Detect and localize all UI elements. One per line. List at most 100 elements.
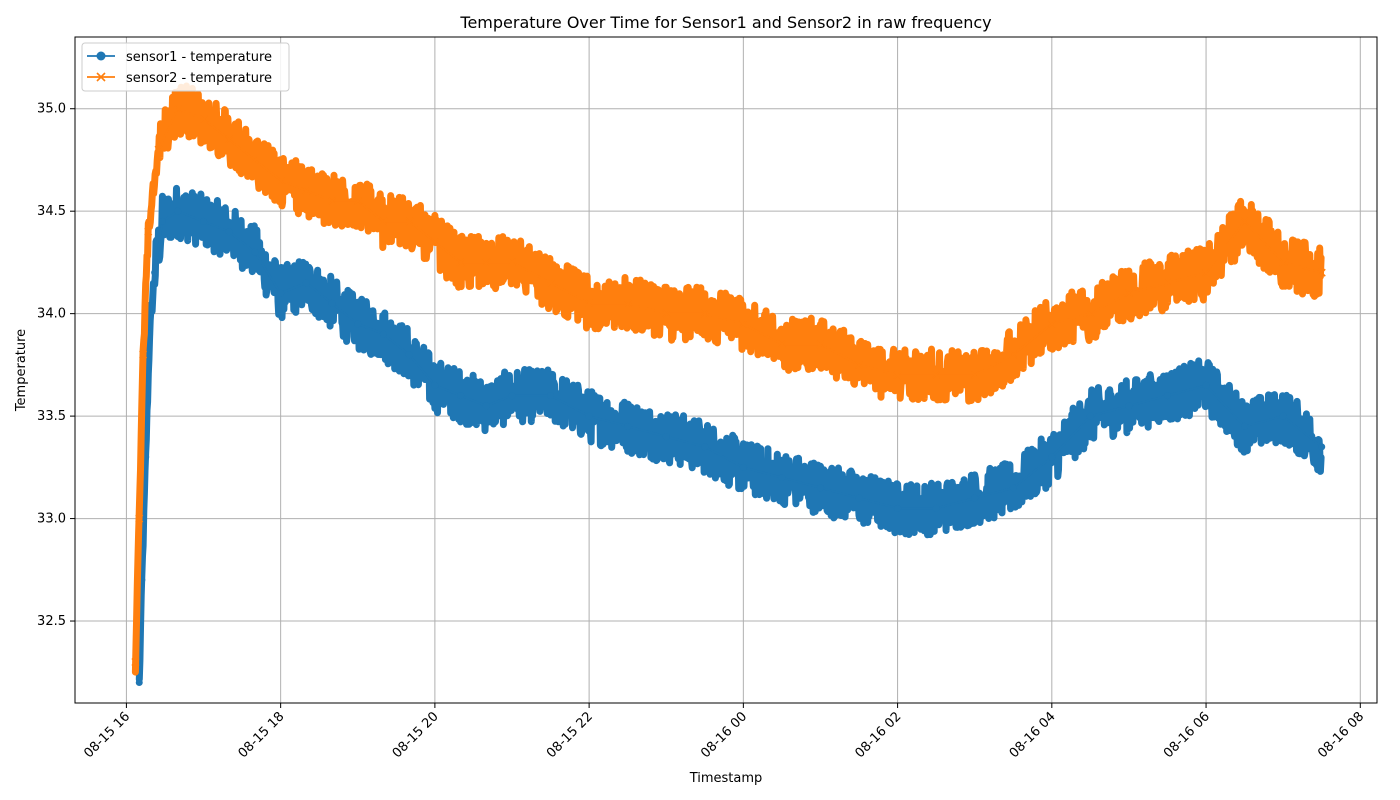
data-point [1009, 350, 1018, 359]
data-point [154, 145, 163, 154]
data-point [482, 258, 491, 267]
data-point [894, 504, 902, 512]
plot-frame [74, 36, 1378, 704]
data-point [457, 392, 465, 400]
data-point [328, 299, 336, 307]
series-2 [131, 82, 1326, 676]
data-point [173, 104, 182, 113]
data-point [777, 340, 786, 349]
data-point [1124, 289, 1133, 298]
data-point [932, 504, 940, 512]
data-point [662, 309, 671, 318]
data-point [1125, 402, 1133, 410]
data-point [508, 392, 516, 400]
data-point [1009, 484, 1017, 492]
data-point [778, 474, 786, 482]
data-point [225, 135, 234, 144]
data-point [854, 360, 864, 369]
data-point [1279, 412, 1287, 420]
data-point [1202, 268, 1211, 277]
data-point [970, 371, 979, 380]
data-point [431, 381, 439, 389]
data-point [971, 494, 979, 502]
data-point [546, 278, 555, 287]
legend-marker [96, 72, 106, 82]
legend-label: sensor2 - temperature [126, 71, 272, 86]
data-point [379, 217, 388, 226]
y-axis-label: Temperature [14, 329, 29, 412]
y-tick-label: 32.5 [37, 614, 66, 629]
data-point [1163, 392, 1171, 400]
data-point [276, 176, 285, 185]
data-point [302, 279, 310, 287]
data-point [200, 217, 208, 225]
data-point [662, 433, 670, 441]
data-point [151, 269, 159, 277]
x-axis-label: Timestamp [689, 771, 763, 786]
data-point [199, 114, 208, 123]
data-point [430, 237, 439, 246]
data-point [701, 443, 709, 451]
data-point [139, 350, 148, 359]
data-point [1086, 412, 1094, 420]
data-point [250, 155, 259, 164]
legend-marker [96, 51, 106, 61]
data-point [893, 371, 902, 380]
data-point [405, 217, 414, 226]
data-point [1048, 453, 1056, 461]
data-point [739, 463, 747, 471]
data-point [1163, 278, 1172, 287]
data-point [623, 299, 632, 308]
data-point [932, 371, 941, 380]
data-point [1240, 217, 1249, 226]
data-point [379, 330, 387, 338]
data-point [354, 320, 362, 328]
data-point [135, 679, 143, 687]
data-point [174, 207, 182, 215]
series-noise-band [135, 184, 1325, 683]
data-point [158, 217, 166, 225]
data-point [1202, 381, 1210, 389]
y-tick-label: 34.5 [37, 204, 66, 219]
data-point [1279, 258, 1288, 267]
data-point [131, 657, 140, 667]
data-point [585, 299, 594, 308]
data-point [700, 309, 709, 318]
data-point [144, 227, 153, 236]
series-layer [131, 82, 1326, 687]
legend: sensor1 - temperature sensor2 - temperatu… [81, 42, 290, 92]
legend-box [81, 42, 290, 92]
data-point [739, 319, 748, 328]
series-noise-band [131, 82, 1325, 676]
chart-title: Temperature Over Time for Sensor1 and Se… [459, 13, 991, 32]
data-point [816, 340, 825, 349]
data-point [1086, 309, 1095, 318]
grid-lines [75, 37, 1377, 703]
data-point [225, 228, 233, 236]
data-point [251, 248, 259, 256]
data-point [302, 186, 311, 195]
data-point [405, 351, 413, 359]
data-point [816, 484, 824, 492]
series-line [134, 107, 1322, 663]
data-point [547, 392, 555, 400]
data-point [482, 402, 490, 410]
data-point [328, 196, 337, 205]
data-point [135, 514, 144, 523]
legend-label: sensor1 - temperature [126, 50, 272, 65]
y-tick-label: 35.0 [37, 102, 66, 117]
data-point [277, 289, 285, 297]
y-tick-label: 33.5 [37, 409, 66, 424]
data-point [1317, 268, 1326, 277]
data-point [507, 258, 517, 267]
y-axis-ticks: 32.5 33.0 33.5 34.0 34.5 35.0 [37, 102, 75, 629]
data-point [1241, 422, 1249, 430]
data-point [585, 412, 593, 420]
y-tick-label: 34.0 [37, 307, 66, 322]
data-point [624, 422, 632, 430]
data-point [456, 258, 465, 267]
y-tick-label: 33.0 [37, 512, 66, 527]
data-point [353, 196, 362, 205]
data-point [855, 494, 863, 502]
